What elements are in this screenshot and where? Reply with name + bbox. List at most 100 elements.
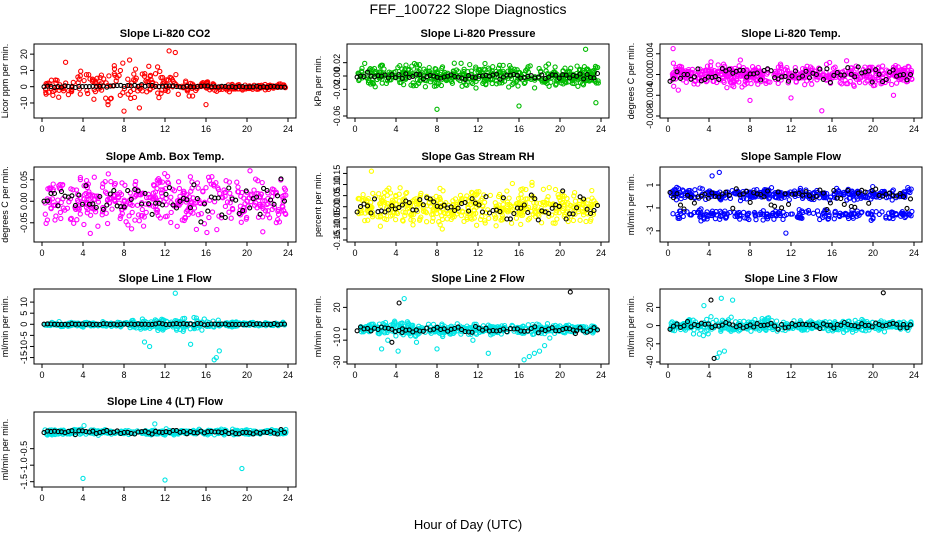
data-point [87, 76, 93, 82]
data-point [671, 83, 677, 89]
data-point [509, 180, 516, 187]
data-point [71, 220, 77, 226]
black-point [890, 67, 896, 73]
data-point [679, 187, 686, 193]
black-point [243, 188, 249, 194]
data-point [152, 71, 159, 77]
data-point [738, 194, 744, 201]
black-point [758, 192, 764, 198]
data-point [168, 209, 174, 216]
data-point [905, 63, 911, 70]
x-tick-label: 4 [706, 248, 711, 258]
data-point [674, 184, 680, 191]
black-point [813, 193, 819, 200]
black-point [44, 198, 51, 204]
black-point [125, 188, 131, 194]
black-point [410, 73, 416, 79]
black-point [135, 188, 141, 194]
data-point [118, 213, 124, 219]
x-tick-label: 20 [242, 248, 252, 258]
data-point [133, 178, 139, 185]
outlier-point [378, 346, 385, 352]
data-point [443, 77, 450, 84]
data-point [211, 183, 217, 189]
x-tick-label: 4 [393, 370, 398, 380]
y-tick-label: -0.004 [645, 82, 655, 108]
data-point [150, 79, 156, 86]
y-tick-label: 0.10 [332, 176, 342, 194]
black-point [887, 190, 893, 196]
data-point [162, 213, 169, 220]
data-point [262, 198, 268, 204]
data-point [493, 68, 499, 75]
x-tick-label: 0 [39, 124, 44, 134]
black-point [93, 204, 99, 211]
data-point [403, 190, 409, 197]
y-tick-label: -0.02 [332, 79, 342, 100]
data-point [397, 185, 403, 191]
data-point [720, 78, 727, 84]
data-point [269, 206, 275, 213]
black-point [469, 196, 475, 202]
y-axis-label: percent per min. [313, 172, 323, 237]
data-point [165, 77, 171, 83]
data-point [132, 181, 138, 188]
black-point [838, 196, 844, 202]
black-point [904, 205, 910, 211]
y-axis-label: ml/min per min. [0, 296, 10, 358]
x-tick-label: 24 [909, 370, 919, 380]
black-point [824, 207, 830, 213]
black-point [813, 71, 819, 78]
data-point [811, 190, 817, 196]
data-point [708, 67, 715, 73]
data-point [140, 190, 146, 196]
data-point [739, 84, 745, 90]
data-point [531, 85, 538, 91]
data-point [162, 170, 168, 177]
data-point [760, 217, 766, 223]
black-point [674, 191, 680, 197]
data-point [154, 177, 160, 183]
data-point [506, 195, 512, 201]
black-point [684, 192, 691, 198]
data-point [701, 216, 707, 222]
black-point [674, 69, 680, 75]
data-point [724, 84, 730, 91]
data-point [206, 214, 212, 221]
data-point [437, 185, 443, 192]
data-point [136, 218, 142, 224]
x-tick-label: 12 [786, 248, 796, 258]
y-tick-label: -3 [645, 227, 655, 235]
data-point [133, 192, 140, 199]
black-point [744, 188, 750, 194]
data-point [583, 218, 589, 225]
black-point [452, 207, 458, 214]
data-point [475, 75, 482, 82]
outlier-point [413, 339, 420, 345]
data-point [235, 184, 241, 190]
black-point [264, 187, 270, 194]
data-point [595, 80, 601, 86]
x-tick-label: 4 [706, 124, 711, 134]
outlier-point [709, 173, 715, 179]
data-point [410, 80, 416, 86]
data-point [471, 191, 478, 197]
black-point [897, 191, 903, 197]
data-point [461, 66, 467, 72]
data-point [98, 72, 105, 78]
data-point [413, 82, 419, 89]
data-point [684, 209, 690, 215]
black-point [726, 192, 732, 198]
data-point [430, 215, 436, 221]
outlier-point [718, 295, 724, 301]
black-point [688, 195, 694, 201]
data-point [832, 208, 838, 215]
data-point [128, 226, 135, 232]
series-points [668, 169, 915, 236]
data-point [450, 198, 456, 204]
black-point [733, 186, 739, 192]
black-point [834, 69, 840, 76]
x-tick-label: 12 [160, 248, 170, 258]
